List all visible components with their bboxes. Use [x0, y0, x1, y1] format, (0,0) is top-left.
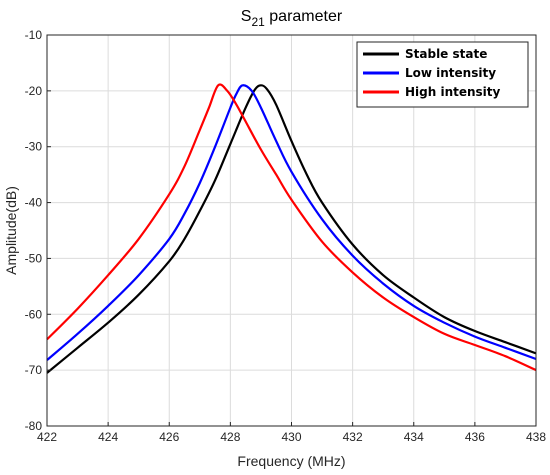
x-tick-label: 436 — [465, 430, 485, 444]
legend-label: Low intensity — [405, 66, 496, 80]
x-tick-label: 424 — [98, 430, 118, 444]
series-line-high-intensity — [46, 83, 537, 372]
legend-label: High intensity — [405, 85, 501, 99]
y-axis-label: Amplitude(dB) — [3, 186, 19, 275]
y-tick-label: -50 — [25, 251, 43, 265]
series-lines — [46, 83, 537, 374]
y-tick-label: -10 — [25, 28, 43, 42]
x-tick-label: 438 — [526, 430, 546, 444]
x-tick-label: 432 — [343, 430, 363, 444]
y-tick-label: -30 — [25, 140, 43, 154]
tick-labels: 422 424 426 428 430 432 434 436 438 -80 -70 -60 -50 -… — [25, 28, 547, 444]
chart-title-subscript: 21 — [251, 15, 265, 29]
series-line-low-intensity — [46, 84, 537, 361]
chart-title-main: S — [241, 8, 252, 25]
x-axis-label: Frequency (MHz) — [237, 453, 345, 469]
y-tick-label: -80 — [25, 419, 43, 433]
legend: Stable state Low intensity High intensity — [356, 41, 529, 108]
y-tick-label: -20 — [25, 84, 43, 98]
x-tick-label: 426 — [159, 430, 179, 444]
y-tick-label: -60 — [25, 307, 43, 321]
x-tick-label: 430 — [281, 430, 301, 444]
legend-label: Stable state — [405, 47, 487, 61]
chart-title-suffix: parameter — [265, 8, 343, 25]
y-tick-label: -40 — [25, 196, 43, 210]
series-line-stable-state — [46, 84, 537, 374]
chart-title: S21 parameter — [241, 8, 343, 29]
x-tick-label: 422 — [37, 430, 57, 444]
x-tick-label: 434 — [404, 430, 424, 444]
y-tick-label: -70 — [25, 363, 43, 377]
x-tick-label: 428 — [220, 430, 240, 444]
